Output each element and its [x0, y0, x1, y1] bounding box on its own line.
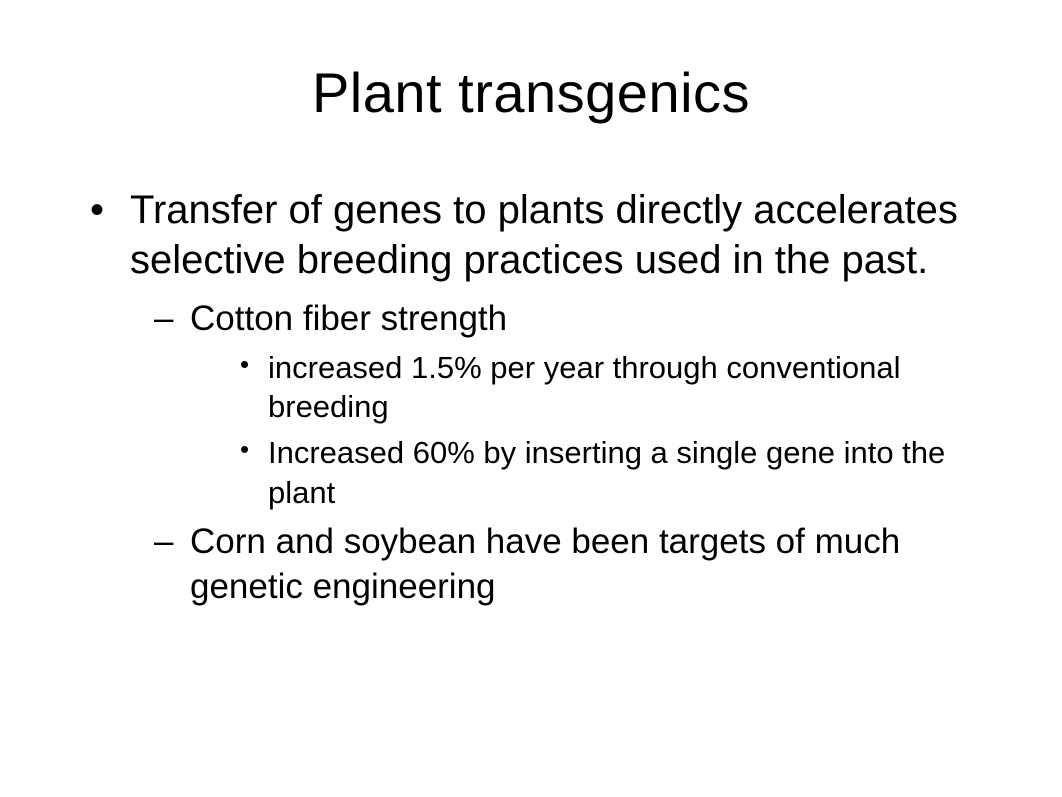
list-item: Cotton fiber strength increased 1.5% per… [154, 297, 1002, 512]
bullet-text: Corn and soybean have been targets of mu… [190, 522, 900, 606]
bullet-list-level1: Transfer of genes to plants directly acc… [90, 185, 1002, 610]
list-item: Transfer of genes to plants directly acc… [90, 185, 1002, 610]
list-item: Corn and soybean have been targets of mu… [154, 520, 1002, 610]
slide-title: Plant transgenics [60, 60, 1002, 125]
bullet-text: Cotton fiber strength [190, 299, 507, 338]
bullet-text: Increased 60% by inserting a single gene… [268, 435, 945, 510]
slide-container: Plant transgenics Transfer of genes to p… [0, 0, 1062, 797]
list-item: increased 1.5% per year through conventi… [240, 348, 1002, 427]
bullet-list-level3: increased 1.5% per year through conventi… [240, 348, 1002, 513]
bullet-text: increased 1.5% per year through conventi… [268, 350, 900, 425]
bullet-list-level2: Cotton fiber strength increased 1.5% per… [154, 297, 1002, 610]
bullet-text: Transfer of genes to plants directly acc… [130, 188, 958, 282]
list-item: Increased 60% by inserting a single gene… [240, 433, 1002, 512]
